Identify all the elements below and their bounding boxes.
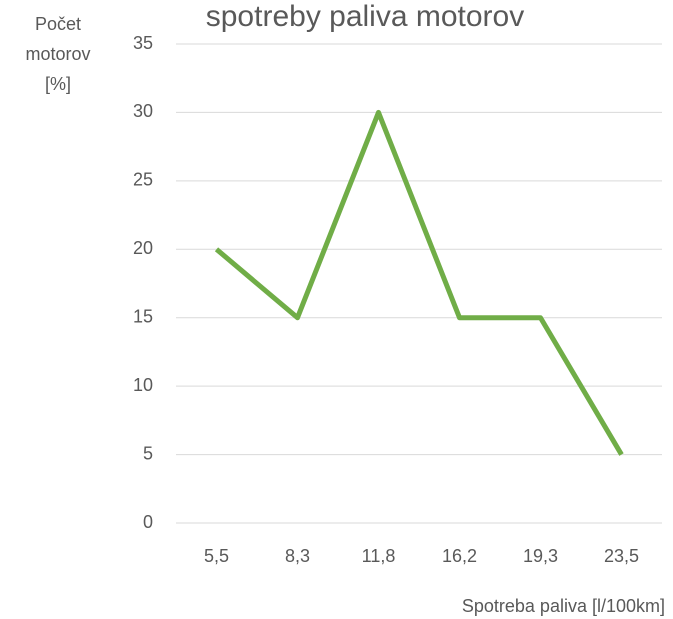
y-tick-label: 30 (133, 101, 153, 121)
y-axis-label: Počet (35, 14, 81, 34)
x-axis-label: Spotreba paliva [l/100km] (462, 596, 665, 616)
chart-title: spotreby paliva motorov (206, 0, 525, 33)
y-tick-label: 5 (143, 443, 153, 463)
y-axis-label: motorov (25, 44, 90, 64)
y-tick-label: 15 (133, 306, 153, 326)
y-tick-label: 25 (133, 170, 153, 190)
y-tick-label: 10 (133, 375, 153, 395)
x-tick-label: 8,3 (285, 546, 310, 566)
y-tick-label: 0 (143, 512, 153, 532)
y-tick-label: 20 (133, 238, 153, 258)
x-tick-label: 5,5 (204, 546, 229, 566)
x-tick-label: 19,3 (523, 546, 558, 566)
x-tick-label: 23,5 (604, 546, 639, 566)
x-tick-label: 11,8 (362, 546, 396, 566)
y-axis-label: [%] (45, 74, 71, 94)
x-tick-label: 16,2 (442, 546, 477, 566)
line (214, 109, 624, 456)
y-tick-label: 35 (133, 33, 153, 53)
